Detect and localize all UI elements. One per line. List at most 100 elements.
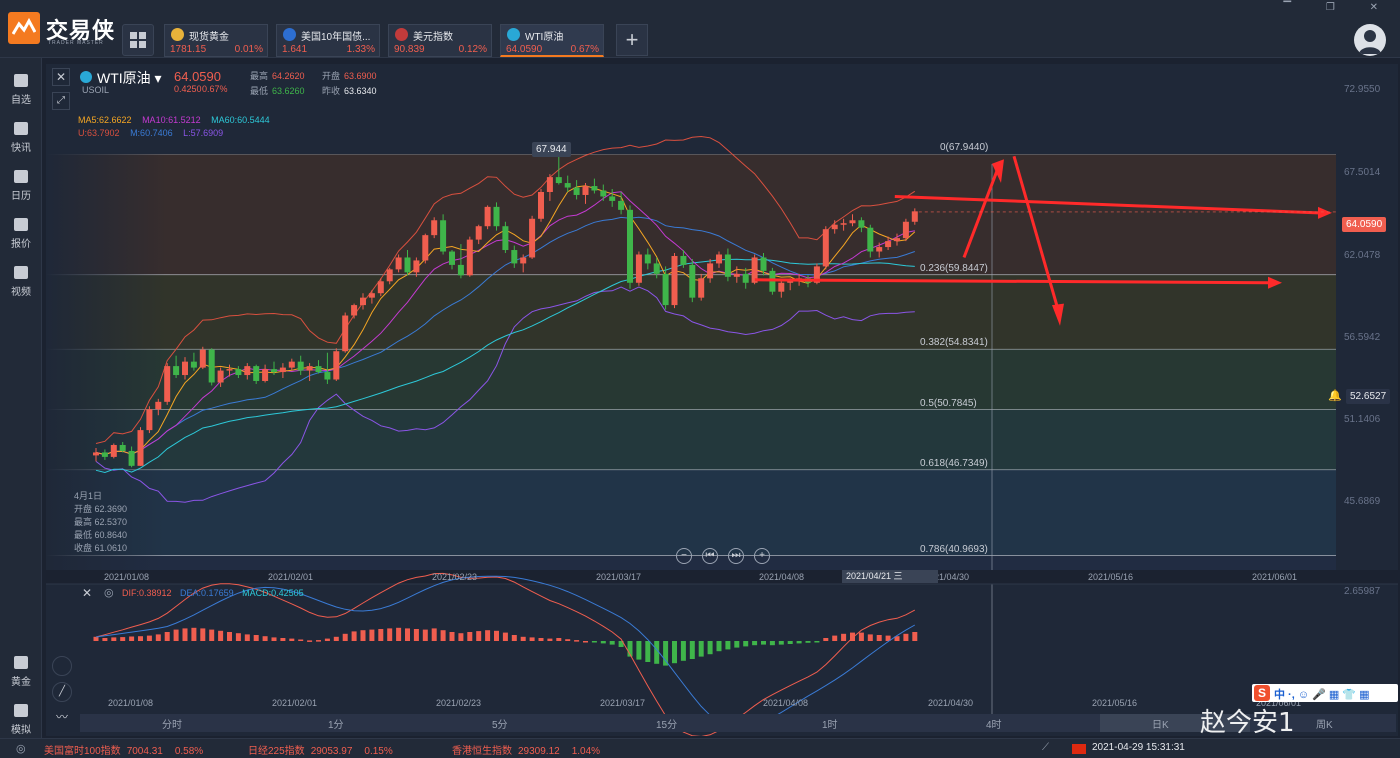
macd-bar	[725, 641, 731, 650]
user-icon	[1359, 30, 1381, 54]
candle	[546, 177, 553, 192]
layout-grid-button[interactable]	[122, 24, 154, 56]
macd-bar	[707, 641, 713, 655]
macd-bar	[289, 638, 295, 641]
ma-legend: MA5:62.6622 MA10:61.5212 MA60:60.5444	[78, 115, 278, 125]
macd-bar	[778, 641, 784, 645]
y-axis-label: 51.1406	[1344, 414, 1381, 425]
fib-band	[46, 469, 1336, 556]
ticker-tab-3[interactable]: WTI原油 64.0590 0.67%	[500, 24, 604, 57]
ticker-tab-2[interactable]: 美元指数 90.839 0.12%	[388, 24, 492, 57]
candle	[902, 221, 909, 239]
dif-label: DIF:0.38912	[122, 588, 172, 598]
candle	[449, 251, 455, 265]
macd-bar	[627, 641, 633, 657]
macd-bar	[654, 641, 660, 664]
period-4[interactable]: 1时	[822, 720, 838, 731]
sidebar: 自选 快讯 日历 报价 视频 黄金 模拟	[0, 58, 42, 738]
bell-icon[interactable]: 🔔	[1328, 390, 1342, 402]
period-6[interactable]: 日K	[1152, 720, 1169, 731]
sidebar-item-label: 黄金	[11, 677, 31, 688]
macd-bar	[120, 637, 126, 641]
macd-bar	[850, 632, 855, 641]
fib-label: 0.236(59.8447)	[920, 262, 988, 274]
close-chart-button[interactable]: ✕	[52, 68, 70, 86]
ime-logo-icon: S	[1254, 685, 1270, 701]
expand-button[interactable]: ⤢	[52, 92, 70, 110]
period-5[interactable]: 4时	[986, 720, 1002, 731]
sidebar-item-quote[interactable]: 报价	[0, 212, 42, 254]
ticker-price: 1781.15	[170, 44, 207, 55]
ticker-price: 1.641	[282, 44, 308, 55]
macd-bar	[298, 639, 304, 641]
ticker-name: 美元指数	[413, 32, 453, 43]
ime-toolbar[interactable]: S 中 ·, ☺ 🎤 ▦ 👕 ▦	[1252, 684, 1398, 702]
jump-start-icon[interactable]: ⏮	[702, 548, 718, 564]
symbol-name[interactable]: WTI原油 ▾	[97, 70, 162, 86]
sidebar-item-label: 视频	[11, 287, 31, 298]
alert-price-tag[interactable]: 52.6527	[1346, 389, 1391, 404]
indicator-toggle-icon[interactable]	[52, 656, 72, 676]
sidebar-item-gold[interactable]: 黄金	[0, 650, 42, 692]
close-macd-button[interactable]: ✕	[82, 586, 93, 600]
index-item[interactable]: 香港恒生指数 29309.12 1.04%	[452, 742, 612, 757]
macd-axis-top: 2.65987	[1344, 586, 1381, 597]
candle	[644, 254, 651, 264]
period-0[interactable]: 分时	[162, 720, 182, 731]
annotation-arrow-line	[962, 167, 1000, 259]
boll-u-label: U:63.7902	[78, 128, 120, 138]
headset-icon[interactable]: ◎	[16, 743, 26, 755]
settings-icon[interactable]: ◎	[104, 587, 114, 599]
ma5-label: MA5:62.6622	[78, 115, 132, 125]
hover-high: 最高 62.5370	[74, 517, 128, 527]
candle	[733, 273, 740, 277]
window-controls[interactable]: ▔ ❐ ✕	[1283, 2, 1394, 13]
hover-date: 4月1日	[74, 491, 103, 501]
draw-tool-icon[interactable]: ╱	[52, 682, 72, 702]
hover-low: 最低 60.8640	[74, 530, 128, 540]
sidebar-item-sim[interactable]: 模拟	[0, 698, 42, 740]
candle	[101, 452, 108, 457]
x-axis-strip	[46, 570, 1398, 584]
line-chart-icon[interactable]: 〰	[55, 710, 68, 724]
ticker-tab-1[interactable]: 美国10年国债... 1.641 1.33%	[276, 24, 380, 57]
ticker-tab-0[interactable]: 现货黄金 1781.15 0.01%	[164, 24, 268, 57]
ime-mode: 中 ·, ☺ 🎤 ▦ 👕 ▦	[1274, 689, 1370, 701]
candle	[262, 369, 269, 381]
macd-bar	[440, 630, 446, 641]
index-item[interactable]: 美国富时100指数 7004.31 0.58%	[44, 742, 215, 757]
macd-bar	[413, 629, 419, 641]
period-1[interactable]: 1分	[328, 720, 344, 731]
watermark: 赵今安1	[1200, 708, 1295, 738]
x-axis-label: 2021/04/30	[924, 572, 970, 582]
x-axis-label: 2021/05/16	[1088, 572, 1134, 582]
period-3[interactable]: 15分	[656, 720, 678, 731]
app-logo[interactable]: 交易侠 TRADER MASTER	[8, 10, 118, 50]
fib-band	[46, 154, 1336, 275]
sidebar-item-star[interactable]: 自选	[0, 68, 42, 110]
gold-icon	[14, 656, 28, 669]
candle	[591, 186, 598, 191]
chart-canvas[interactable]	[46, 64, 1398, 736]
period-2[interactable]: 5分	[492, 720, 508, 731]
sidebar-item-video[interactable]: 视频	[0, 260, 42, 302]
zoom-out-icon[interactable]: −	[676, 548, 692, 564]
candle	[511, 250, 518, 264]
x-axis-label: 2021/03/17	[596, 572, 642, 582]
user-avatar[interactable]	[1354, 24, 1386, 56]
macd-bar	[903, 633, 909, 641]
macd-bar	[396, 627, 402, 641]
zoom-in-icon[interactable]: +	[754, 548, 770, 564]
sidebar-item-news[interactable]: 快讯	[0, 116, 42, 158]
sidebar-item-calendar[interactable]: 日历	[0, 164, 42, 206]
jump-end-icon[interactable]: ⏭	[728, 548, 744, 564]
crosshair-date: 2021/04/21 三	[842, 570, 938, 583]
macd-bar	[609, 641, 615, 645]
add-tab-button[interactable]: +	[616, 24, 648, 56]
index-item[interactable]: 日经225指数 29053.97 0.15%	[248, 742, 405, 757]
period-7[interactable]: 周K	[1316, 720, 1333, 731]
x-axis-label: 2021/02/23	[432, 572, 478, 582]
index-change: 0.58%	[174, 746, 204, 757]
index-name: 香港恒生指数	[452, 746, 512, 757]
period-active-highlight	[1100, 714, 1250, 732]
